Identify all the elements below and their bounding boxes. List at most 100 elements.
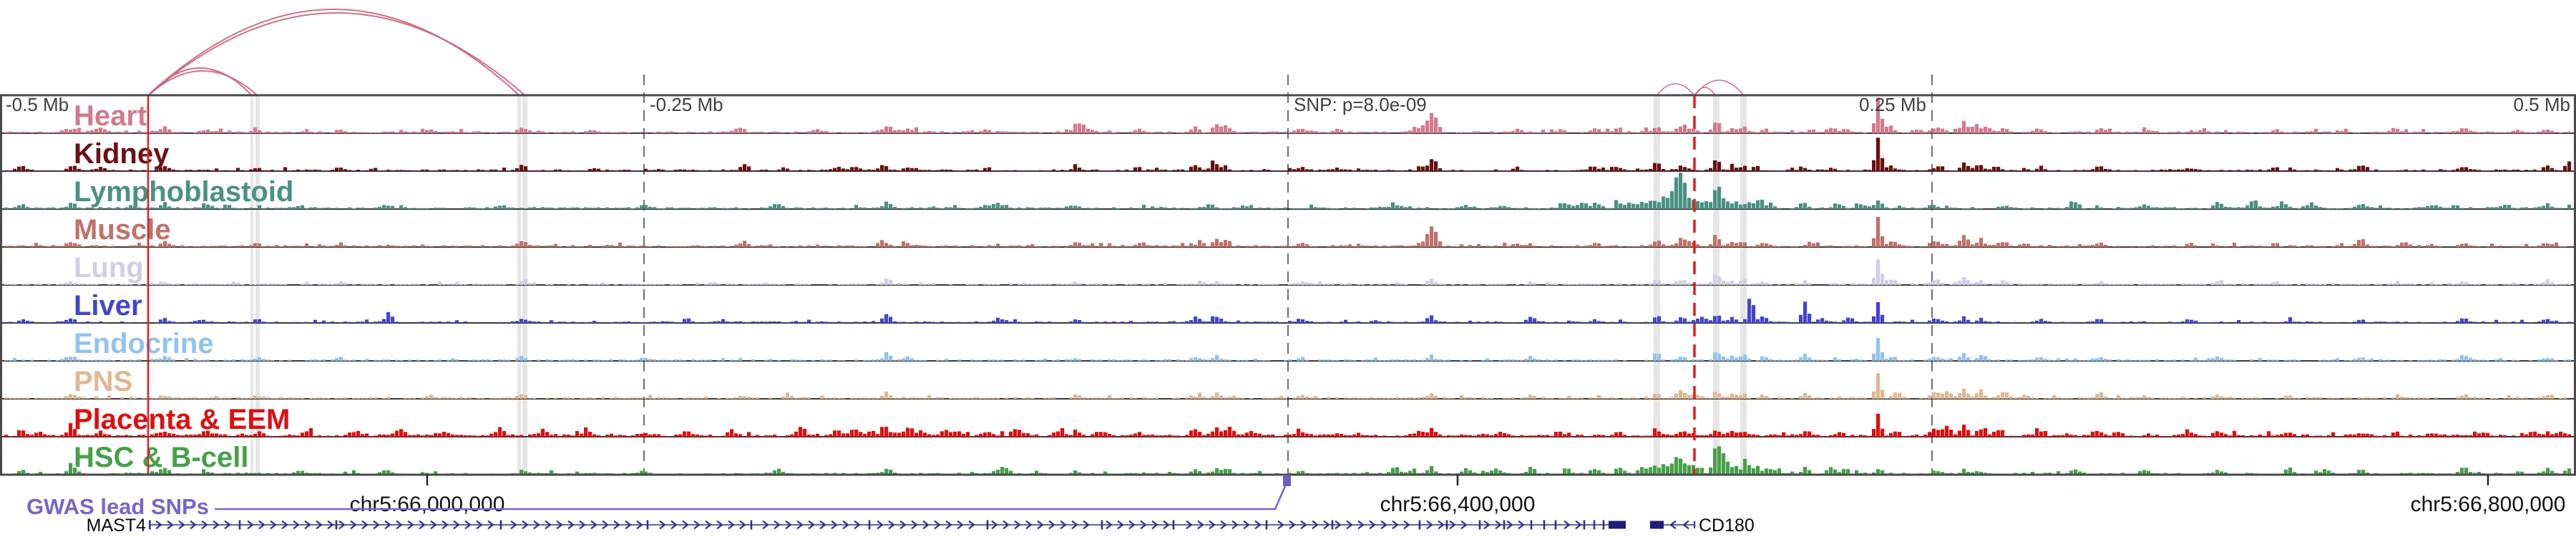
- gene-strand-arrow-right: [190, 520, 197, 530]
- gene-strand-arrow-right: [1335, 520, 1342, 530]
- gene-strand-arrow-right: [1449, 520, 1456, 530]
- interaction-arc: [147, 70, 258, 97]
- gene-strand-arrow-right: [1277, 520, 1284, 530]
- gene-strand-arrow-right: [819, 520, 826, 530]
- gene-strand-arrow-right: [957, 520, 964, 530]
- gene-strand-arrow-right: [899, 520, 907, 530]
- gene-exon-tick: [646, 520, 649, 530]
- gene-strand-arrow-right: [1369, 520, 1376, 530]
- gene-strand-arrow-right: [922, 520, 930, 530]
- gene-strand-arrow-left: [1682, 520, 1689, 530]
- gene-strand-arrow-right: [316, 520, 323, 530]
- gene-strand-arrow-right: [1151, 520, 1158, 530]
- snp-lines: [147, 95, 1696, 475]
- gene-strand-arrow-right: [625, 520, 632, 530]
- track-label: Placenta & EEM: [74, 404, 290, 435]
- gwas-lead-snp-track: [215, 475, 1291, 511]
- gene-strand-arrow-right: [1163, 520, 1170, 530]
- gene-strand-arrow-right: [270, 520, 277, 530]
- gene-exon-tick: [1583, 520, 1586, 530]
- gene-exon-tick: [1331, 520, 1334, 530]
- gene-end-tick: [1694, 521, 1696, 528]
- gene-exon-tick: [1602, 520, 1605, 530]
- gene-strand-arrow-right: [1403, 520, 1410, 530]
- gene-strand-arrow-right: [258, 520, 265, 530]
- gene-exon-block-mast4: [1609, 521, 1626, 529]
- track-signals: [4, 97, 2572, 475]
- grid-tick-lines: [643, 74, 1933, 475]
- gene-strand-arrow-right: [533, 520, 540, 530]
- gene-start-tick: [149, 520, 151, 530]
- snp-pvalue-label: SNP: p=8.0e-09: [1294, 94, 1427, 115]
- gene-strand-arrow-right: [1495, 520, 1502, 530]
- track-label: Lymphoblastoid: [74, 176, 293, 208]
- gene-exon-tick: [238, 520, 241, 530]
- track-signal-hsc-b-cell: [9, 446, 2572, 475]
- mb-label-quarter-left: -0.25 Mb: [650, 94, 723, 115]
- gene-strand-arrow-right: [670, 520, 678, 530]
- gene-exon-tick: [868, 520, 871, 530]
- gene-strand-arrow-right: [579, 520, 586, 530]
- gene-strand-arrow-right: [728, 520, 735, 530]
- interaction-arc: [147, 9, 520, 97]
- mb-label-right: 0.5 Mb: [2514, 94, 2571, 115]
- gene-strand-arrow-right: [1380, 520, 1387, 530]
- gene-exon-tick: [335, 520, 338, 530]
- gene-strand-arrow-right: [1025, 520, 1033, 530]
- gene-exon-tick: [1101, 520, 1103, 530]
- gene-strand-arrow-right: [510, 520, 517, 530]
- gene-strand-arrow-right: [476, 520, 483, 530]
- gene-strand-arrow-right: [1002, 520, 1010, 530]
- gene-exon-tick: [1445, 520, 1448, 530]
- gene-exon-tick: [750, 520, 753, 530]
- gene-strand-arrow-right: [419, 520, 426, 530]
- gene-strand-arrow-right: [1106, 520, 1113, 530]
- gene-strand-arrow-right: [1243, 520, 1250, 530]
- gwas-lead-snps-label: GWAS lead SNPs: [26, 494, 209, 519]
- gene-strand-arrow-right: [178, 520, 185, 530]
- gene-strand-arrow-right: [1357, 520, 1365, 530]
- gene-strand-arrow-right: [1506, 520, 1513, 530]
- gene-strand-arrow-right: [213, 520, 220, 530]
- gene-strand-arrow-right: [1209, 520, 1216, 530]
- gene-strand-arrow-right: [1575, 520, 1582, 530]
- gene-strand-arrow-right: [1048, 520, 1055, 530]
- gene-strand-arrow-right: [602, 520, 609, 530]
- track-label: Muscle: [74, 214, 171, 246]
- gene-strand-arrow-right: [1014, 520, 1021, 530]
- gene-strand-arrow-right: [396, 520, 403, 530]
- gene-exon-tick: [499, 520, 502, 530]
- gene-strand-arrow-right: [1438, 520, 1445, 530]
- gene-strand-arrow-right: [327, 520, 334, 530]
- gene-strand-arrow-right: [373, 520, 380, 530]
- gene-strand-arrow-right: [1563, 520, 1571, 530]
- gene-strand-arrow-right: [968, 520, 975, 530]
- gwas-connector-line: [215, 485, 1287, 511]
- gene-strand-arrow-right: [441, 520, 449, 530]
- gene-strand-arrow-right: [1460, 520, 1468, 530]
- gene-label-mast4: MAST4: [87, 516, 146, 536]
- gene-exon-tick: [1478, 520, 1481, 530]
- gene-exon-tick: [1418, 520, 1421, 530]
- gene-strand-arrow-right: [1231, 520, 1239, 530]
- gene-strand-arrow-right: [1140, 520, 1147, 530]
- gene-strand-arrow-right: [590, 520, 597, 530]
- gene-exon-tick: [1172, 520, 1175, 530]
- gene-strand-arrow-right: [705, 520, 712, 530]
- gene-strand-arrow-right: [293, 520, 300, 530]
- gene-strand-arrow-right: [1323, 520, 1330, 530]
- gene-strand-arrow-right: [1312, 520, 1319, 530]
- gwas-snp-marker: [1283, 475, 1291, 486]
- gene-strand-arrow-right: [831, 520, 838, 530]
- gene-strand-arrow-right: [613, 520, 620, 530]
- gene-strand-arrow-right: [407, 520, 414, 530]
- gene-exon-tick: [1593, 520, 1596, 530]
- track-signal-pns: [4, 373, 2567, 399]
- gene-strand-arrow-right: [545, 520, 552, 530]
- gene-exon-tick: [1554, 520, 1557, 530]
- gene-strand-arrow-right: [384, 520, 391, 530]
- gene-strand-arrow-right: [201, 520, 208, 530]
- gene-strand-arrow-right: [1083, 520, 1090, 530]
